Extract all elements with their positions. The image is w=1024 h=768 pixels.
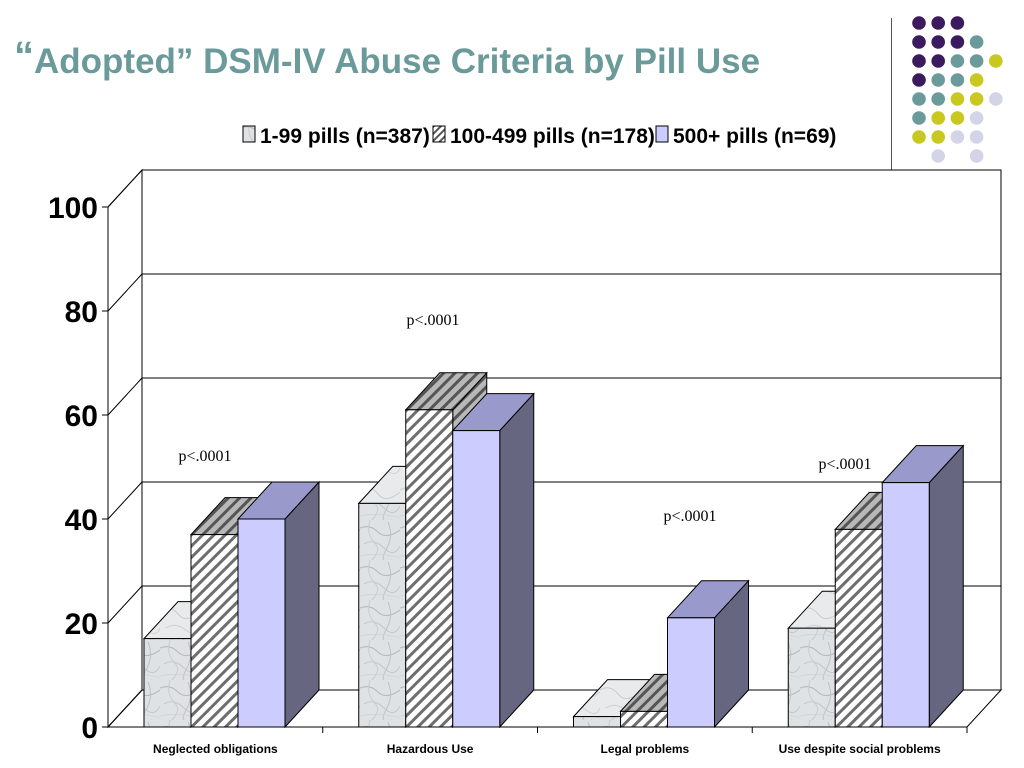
decorative-dot (950, 111, 965, 125)
decorative-dot (950, 35, 965, 49)
decorative-dot (912, 92, 926, 106)
bar (834, 528, 883, 728)
legend-swatch (432, 125, 446, 143)
decorative-dot (931, 35, 945, 49)
bar (787, 627, 836, 728)
decorative-dot (931, 16, 945, 30)
decorative-dot (931, 92, 945, 106)
y-tick-label: 60 (65, 400, 98, 433)
decorative-dot (969, 92, 984, 106)
x-category-label: Hazardous Use (387, 742, 474, 756)
x-category-label: Neglected obligations (153, 742, 278, 756)
legend-swatch (242, 125, 256, 143)
bar (237, 518, 286, 728)
decorative-dot (989, 54, 1003, 68)
decorative-dot (931, 73, 945, 87)
plot-area: 0 20 40 60 80 100 Neglected obligations Hazardo… (48, 168, 1003, 756)
decorative-dot (931, 111, 945, 125)
decorative-dot (969, 111, 984, 125)
gridline-side (107, 689, 143, 728)
legend-label: 1-99 pills (n=387) (260, 125, 430, 148)
decorative-dot (931, 149, 945, 163)
decorative-dot (912, 54, 926, 68)
bar (358, 502, 407, 728)
x-category-label: Legal problems (601, 742, 690, 756)
side-wall (107, 168, 143, 729)
significance-annotation: p<.0001 (178, 448, 231, 465)
bar (620, 710, 668, 728)
decorative-dot (969, 35, 984, 49)
slide-title: “Adopted” DSM-IV Abuse Criteria by Pill … (14, 34, 761, 87)
decorative-dot (950, 73, 965, 87)
bar (143, 638, 192, 728)
bar (405, 409, 454, 728)
decorative-dot (969, 54, 984, 68)
decorative-dot (912, 130, 926, 144)
decorative-dot (969, 149, 984, 163)
decorative-dot-grid (912, 16, 1003, 163)
bar (190, 534, 239, 728)
significance-annotation: p<.0001 (818, 456, 871, 473)
decorative-dot (912, 35, 926, 49)
gridline-side (107, 377, 143, 416)
decorative-dot (950, 92, 965, 106)
decorative-dot (950, 16, 965, 30)
gridline-side (107, 481, 143, 520)
decorative-divider-line (891, 18, 892, 188)
decorative-dot (969, 130, 984, 144)
legend-label: 500+ pills (n=69) (673, 125, 836, 148)
bar-side (499, 392, 535, 729)
x-category-label: Use despite social problems (779, 742, 941, 756)
y-tick-label: 40 (65, 504, 98, 537)
decorative-dot (931, 54, 945, 68)
decorative-dot (969, 73, 984, 87)
decorative-dot (950, 130, 965, 144)
bar-side (284, 480, 320, 729)
gridline-side (107, 585, 143, 624)
legend-swatch (655, 125, 669, 143)
y-tick-label: 20 (65, 608, 98, 641)
bar (667, 617, 715, 728)
significance-annotation: p<.0001 (663, 508, 716, 525)
y-tick-label: 0 (81, 712, 98, 745)
decorative-dot (912, 73, 926, 87)
bar (452, 430, 501, 728)
decorative-dot (989, 92, 1003, 106)
decorative-dot (912, 111, 926, 125)
y-tick-label: 80 (65, 296, 98, 329)
legend-label: 100-499 pills (n=178) (450, 125, 655, 148)
decorative-dot (912, 16, 926, 30)
decorative-dot (950, 54, 965, 68)
y-tick-label: 100 (48, 192, 98, 225)
bar (881, 482, 930, 728)
bar (573, 716, 621, 728)
significance-annotation: p<.0001 (406, 312, 459, 329)
bar-side (928, 444, 964, 729)
title-open-quote: “ (14, 34, 34, 78)
chart-legend: 1-99 pills (n=387) 100-499 pills (n=178) 5… (242, 125, 836, 148)
gridline-side (107, 273, 143, 312)
decorative-dot (931, 130, 945, 144)
gridline-side (107, 169, 143, 208)
title-text: Adopted” DSM-IV Abuse Criteria by Pill U… (34, 42, 761, 81)
